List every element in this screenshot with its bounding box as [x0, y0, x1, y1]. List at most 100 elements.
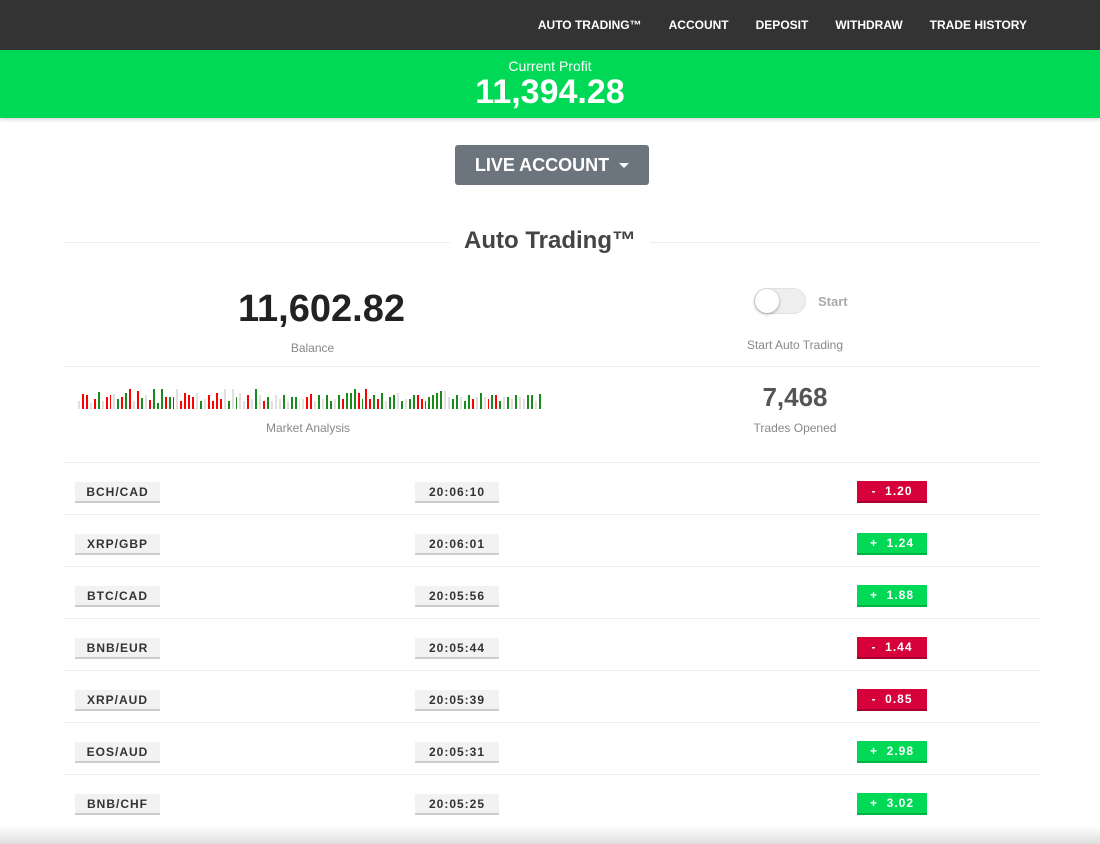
toggle-label: Start: [818, 294, 848, 309]
market-bar: [326, 395, 328, 409]
market-bar: [385, 401, 388, 409]
market-bar: [365, 389, 368, 409]
trades-opened-label: Trades Opened: [753, 421, 837, 435]
pair-badge: BTC/CAD: [75, 586, 160, 607]
market-bar: [259, 395, 262, 409]
market-bar: [475, 397, 478, 409]
market-bar: [314, 401, 317, 409]
market-bar: [511, 399, 514, 409]
caret-down-icon: [619, 162, 630, 168]
market-bar: [519, 397, 521, 409]
market-bar: [345, 393, 348, 409]
market-bar: [207, 395, 210, 409]
market-bar: [298, 401, 301, 409]
market-bar: [452, 399, 454, 409]
market-bar: [156, 403, 159, 409]
market-bar: [408, 399, 411, 409]
time-badge: 20:05:25: [415, 794, 499, 815]
market-bar: [160, 389, 163, 409]
market-bar: [278, 399, 281, 409]
profit-value: 11,394.28: [475, 73, 625, 111]
market-bar: [428, 397, 431, 409]
market-bar: [322, 399, 325, 409]
market-bar: [109, 395, 112, 409]
live-account-dropdown[interactable]: LIVE ACCOUNT: [455, 145, 649, 185]
market-bar: [459, 397, 462, 409]
market-bar: [400, 401, 403, 409]
top-nav: AUTO TRADING™ ACCOUNT DEPOSIT WITHDRAW T…: [0, 0, 1100, 50]
market-bar: [89, 403, 92, 409]
market-bar: [337, 395, 340, 409]
market-bar: [223, 389, 226, 409]
time-badge: 20:05:31: [415, 742, 499, 763]
market-bar: [144, 395, 147, 409]
account-label: LIVE ACCOUNT: [474, 154, 610, 175]
market-bar: [495, 395, 498, 409]
market-bar: [507, 397, 510, 409]
market-bar: [137, 391, 139, 409]
pair-badge: XRP/GBP: [75, 534, 160, 555]
trade-row: BTC/CAD 20:05:56 + 1.88: [64, 566, 1040, 618]
market-bar: [78, 401, 80, 409]
market-analysis-bars: [78, 388, 541, 409]
amount-badge: + 2.98: [857, 741, 927, 763]
market-bar: [180, 401, 183, 409]
market-bar: [396, 393, 399, 409]
market-bar: [93, 399, 96, 409]
trade-row: XRP/AUD 20:05:39 - 0.85: [64, 670, 1040, 722]
nav-trade-history[interactable]: TRADE HISTORY: [929, 18, 1027, 32]
trade-row: BNB/CHF 20:05:25 + 3.02: [64, 774, 1040, 826]
market-bar: [200, 401, 202, 409]
profit-banner: Current Profit 11,394.28: [0, 50, 1100, 118]
market-bar: [164, 397, 167, 409]
market-bar: [530, 395, 533, 409]
trade-row: EOS/AUD 20:05:31 + 2.98: [64, 722, 1040, 774]
market-bar: [255, 389, 258, 409]
market-bar: [286, 401, 289, 409]
market-bar: [227, 401, 230, 409]
nav-account[interactable]: ACCOUNT: [668, 18, 729, 32]
market-bar: [113, 394, 116, 409]
market-bar: [290, 397, 293, 409]
nav-withdraw[interactable]: WITHDRAW: [835, 18, 903, 32]
amount-badge: - 0.85: [857, 689, 927, 711]
market-bar: [377, 399, 380, 409]
market-bar: [243, 401, 246, 409]
pair-badge: BCH/CAD: [75, 482, 160, 503]
market-bar: [361, 399, 364, 409]
balance-value: 11,602.82: [238, 288, 405, 330]
market-bar: [188, 395, 191, 409]
market-bar: [270, 401, 273, 409]
market-bar: [117, 399, 120, 409]
market-bar: [432, 395, 435, 409]
market-bar: [373, 395, 376, 409]
market-bar: [463, 401, 466, 409]
time-badge: 20:05:56: [415, 586, 499, 607]
market-bar: [141, 398, 143, 409]
bottom-fade: [0, 826, 1100, 844]
auto-trading-toggle[interactable]: [754, 288, 806, 314]
market-bar: [499, 401, 502, 409]
market-bar: [357, 393, 360, 409]
market-bar: [420, 399, 423, 409]
market-bar: [444, 391, 447, 409]
market-bar: [302, 399, 305, 409]
nav-deposit[interactable]: DEPOSIT: [755, 18, 809, 32]
market-bar: [148, 400, 151, 409]
market-bar: [196, 393, 199, 409]
market-bar: [381, 393, 384, 409]
market-bar: [522, 399, 525, 409]
time-badge: 20:05:44: [415, 638, 499, 659]
market-bar: [219, 399, 222, 409]
market-bar: [125, 393, 128, 409]
toggle-knob: [755, 289, 779, 313]
nav-auto-trading[interactable]: AUTO TRADING™: [537, 18, 642, 32]
balance-label: Balance: [290, 341, 335, 355]
market-bar: [172, 397, 175, 409]
market-bar: [404, 399, 407, 409]
market-bar: [503, 397, 506, 409]
market-bar: [456, 395, 458, 409]
market-bar: [467, 395, 470, 409]
amount-badge: + 3.02: [857, 793, 927, 815]
trade-row: BNB/EUR 20:05:44 - 1.44: [64, 618, 1040, 670]
